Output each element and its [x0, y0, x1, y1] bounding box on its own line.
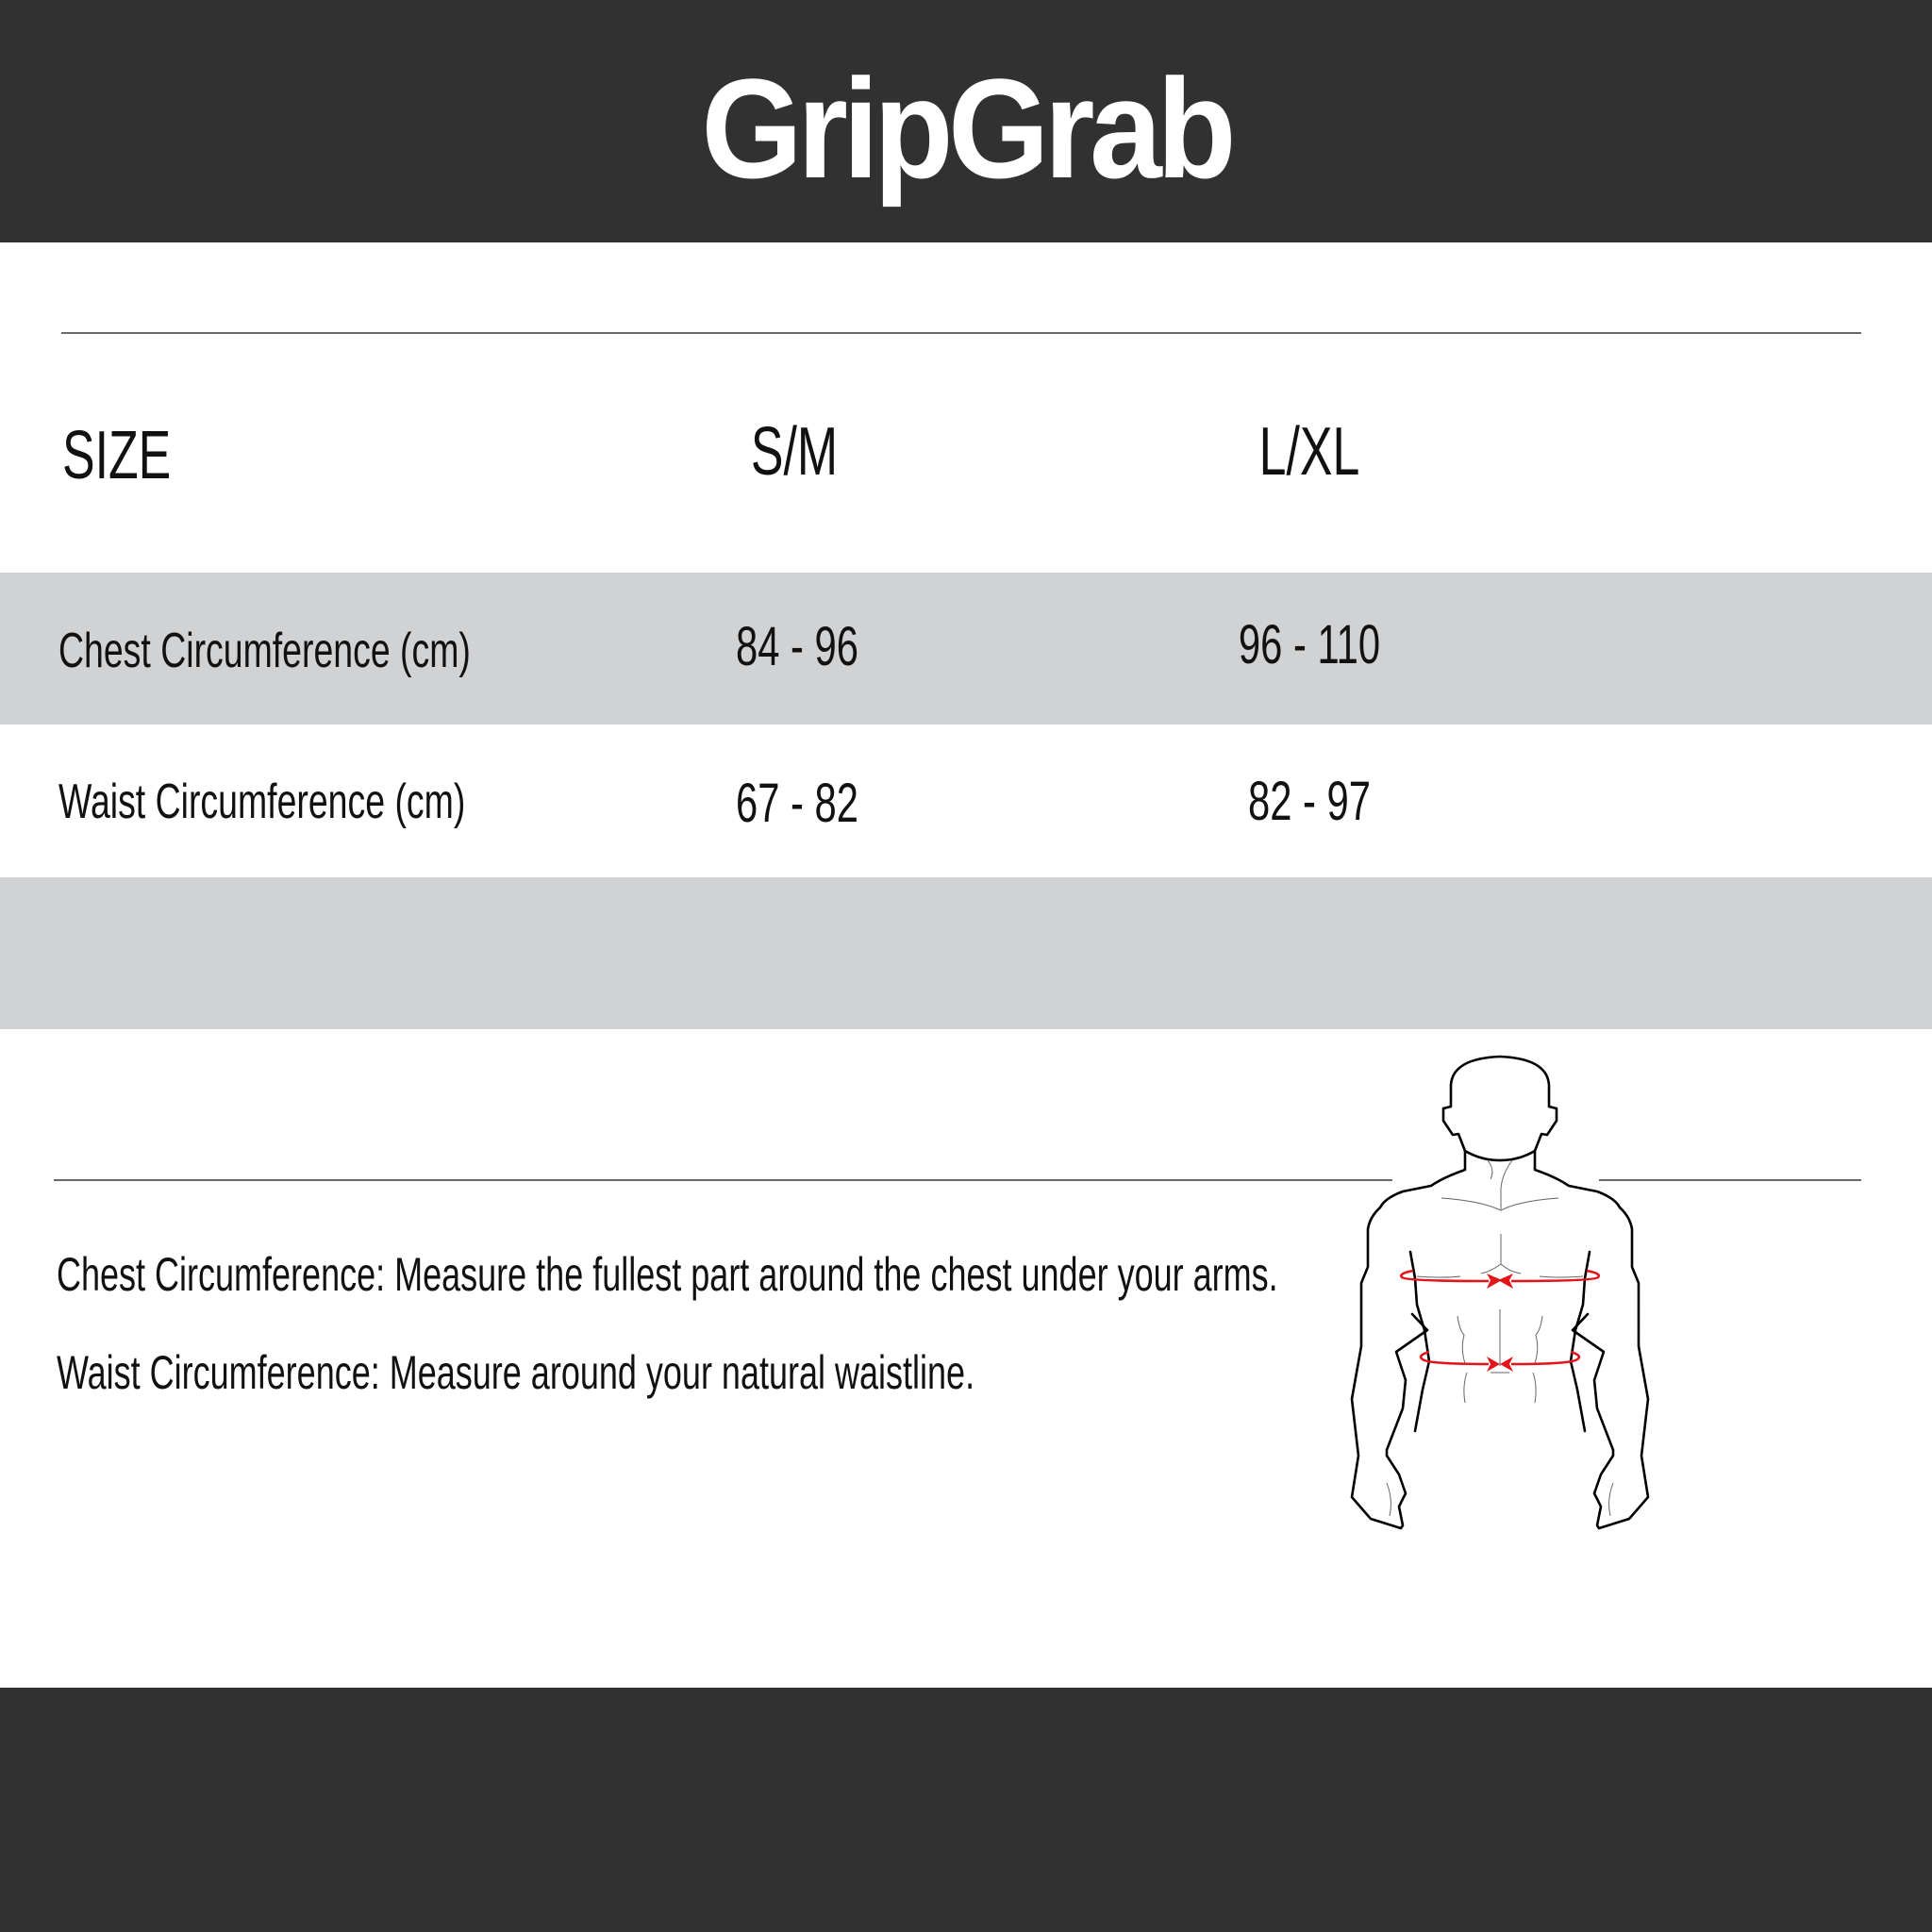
- waist-instruction: Waist Circumference: Measure around your…: [57, 1346, 975, 1399]
- divider-top: [61, 332, 1861, 334]
- empty-row-band: [0, 877, 1932, 1029]
- gripgrab-logo: GripGrab: [701, 49, 1236, 208]
- waist-lxl-value: 82 - 97: [1247, 771, 1372, 832]
- divider-left: [54, 1179, 1392, 1181]
- size-header-lxl: L/XL: [1258, 414, 1360, 490]
- chest-sm-value: 84 - 96: [735, 616, 859, 677]
- header-bar: [0, 0, 1932, 242]
- footer-bar: [0, 1688, 1932, 1932]
- size-header-label: SIZE: [62, 418, 172, 493]
- waist-sm-value: 67 - 82: [735, 773, 859, 834]
- size-header-sm: S/M: [750, 414, 839, 490]
- chest-instruction: Chest Circumference: Measure the fullest…: [57, 1248, 1278, 1301]
- chest-row-band: [0, 573, 1932, 724]
- waist-row-label: Waist Circumference (cm): [58, 774, 466, 829]
- chest-lxl-value: 96 - 110: [1238, 614, 1381, 675]
- divider-right: [1599, 1179, 1861, 1181]
- chest-row-label: Chest Circumference (cm): [58, 624, 471, 678]
- body-measurement-figure-icon: [1350, 1055, 1650, 1530]
